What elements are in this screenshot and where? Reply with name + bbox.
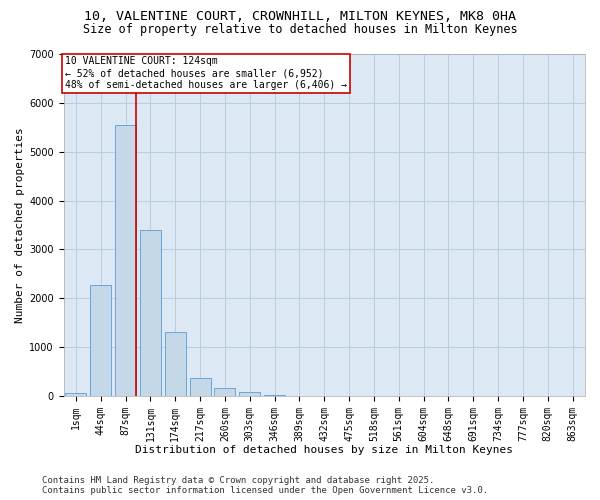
Bar	[140, 230, 161, 396]
Bar	[264, 395, 285, 396]
Bar	[115, 125, 136, 396]
Bar	[65, 394, 86, 396]
Bar	[190, 378, 211, 396]
Bar	[214, 388, 235, 396]
Bar	[239, 392, 260, 396]
Text: 10 VALENTINE COURT: 124sqm
← 52% of detached houses are smaller (6,952)
48% of s: 10 VALENTINE COURT: 124sqm ← 52% of deta…	[65, 56, 347, 90]
Bar	[165, 332, 186, 396]
Y-axis label: Number of detached properties: Number of detached properties	[15, 127, 25, 323]
Bar	[90, 284, 112, 396]
Text: 10, VALENTINE COURT, CROWNHILL, MILTON KEYNES, MK8 0HA: 10, VALENTINE COURT, CROWNHILL, MILTON K…	[84, 10, 516, 23]
X-axis label: Distribution of detached houses by size in Milton Keynes: Distribution of detached houses by size …	[135, 445, 513, 455]
Text: Contains HM Land Registry data © Crown copyright and database right 2025.
Contai: Contains HM Land Registry data © Crown c…	[42, 476, 488, 495]
Text: Size of property relative to detached houses in Milton Keynes: Size of property relative to detached ho…	[83, 22, 517, 36]
